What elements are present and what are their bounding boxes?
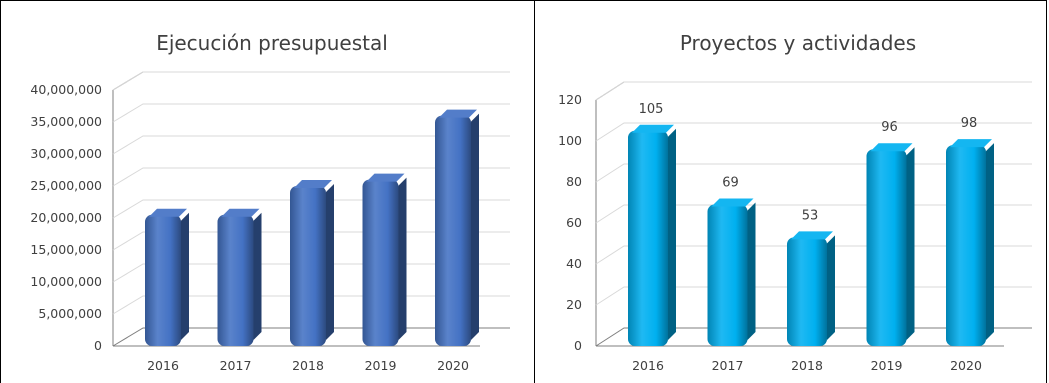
- x-tick-label: 2019: [871, 358, 903, 373]
- x-tick-label: 2016: [632, 358, 664, 373]
- data-label: 98: [961, 116, 978, 131]
- y-tick-label: 30,000,000: [30, 146, 102, 161]
- bar-top: [366, 173, 405, 182]
- x-tick-label: 2018: [791, 358, 823, 373]
- bar-top: [439, 109, 477, 118]
- y-tick-label: 0: [574, 338, 582, 353]
- y-tick-label: 20,000,000: [30, 210, 102, 225]
- bar-side: [668, 128, 676, 340]
- panel-divider: [534, 0, 535, 383]
- x-tick-label: 2020: [437, 358, 469, 373]
- x-tick-label: 2017: [220, 358, 252, 373]
- data-label: 96: [881, 120, 898, 135]
- gridline: [112, 71, 510, 91]
- bar: [946, 139, 994, 346]
- bar-top: [791, 231, 833, 240]
- bar-side: [253, 212, 262, 340]
- bar-side: [906, 147, 915, 340]
- bar: [707, 198, 756, 346]
- bar-body: [362, 179, 399, 346]
- bar-body: [435, 115, 471, 346]
- bar-side: [986, 143, 994, 340]
- bar-side: [471, 113, 479, 340]
- projects-chart-title: Proyectos y actividades: [680, 31, 916, 55]
- bar-side: [326, 184, 334, 340]
- y-tick-label: 15,000,000: [30, 242, 102, 257]
- x-tick-label: 2016: [147, 358, 179, 373]
- bar-side: [747, 202, 756, 340]
- bar: [362, 173, 407, 346]
- bar-body: [787, 237, 827, 346]
- gridline: [595, 81, 1032, 101]
- x-tick-label: 2020: [950, 358, 982, 373]
- data-label: 105: [639, 102, 664, 117]
- y-tick-label: 40,000,000: [30, 82, 102, 97]
- bar: [787, 231, 835, 346]
- bar: [628, 124, 676, 346]
- data-label: 69: [722, 176, 739, 191]
- y-tick-label: 40: [566, 256, 582, 271]
- bar-body: [866, 149, 907, 346]
- y-tick-label: 10,000,000: [30, 274, 102, 289]
- bar-top: [711, 198, 754, 207]
- bar: [217, 208, 262, 346]
- bar-body: [946, 145, 986, 346]
- bar: [290, 180, 334, 346]
- gridline: [595, 122, 1032, 142]
- data-label: 53: [802, 208, 819, 223]
- bar-top: [950, 139, 992, 148]
- bar-top: [149, 208, 187, 217]
- bar-top: [870, 143, 913, 152]
- budget-chart-title: Ejecución presupuestal: [156, 31, 388, 55]
- y-tick-label: 80: [566, 174, 582, 189]
- bar-side: [827, 235, 835, 340]
- bar-top: [632, 124, 674, 133]
- bar: [145, 208, 189, 346]
- bar-top: [294, 180, 332, 188]
- y-tick-label: 35,000,000: [30, 114, 102, 129]
- budget-execution-chart: Ejecución presupuestal 0 5,000,000 10,000,…: [30, 31, 510, 373]
- y-tick-label: 60: [566, 215, 582, 230]
- x-tick-label: 2017: [712, 358, 744, 373]
- gridline: [112, 167, 510, 187]
- y-tick-label: 120: [558, 92, 582, 107]
- bar: [866, 143, 915, 346]
- y-tick-label: 100: [558, 133, 582, 148]
- y-tick-label: 25,000,000: [30, 178, 102, 193]
- gridline: [112, 103, 510, 123]
- bar-body: [290, 186, 326, 346]
- gridline: [112, 135, 510, 155]
- bar-body: [217, 214, 254, 346]
- bar-side: [398, 177, 407, 340]
- y-tick-label: 20: [566, 297, 582, 312]
- y-tick-label: 5,000,000: [38, 306, 102, 321]
- x-tick-label: 2019: [365, 358, 397, 373]
- x-tick-label: 2018: [292, 358, 324, 373]
- bar-side: [181, 212, 189, 340]
- bar: [435, 109, 479, 346]
- bar-body: [145, 214, 181, 346]
- y-tick-label: 0: [94, 338, 102, 353]
- bar-top: [221, 208, 260, 217]
- bar-body: [707, 204, 748, 346]
- bar-body: [628, 130, 668, 346]
